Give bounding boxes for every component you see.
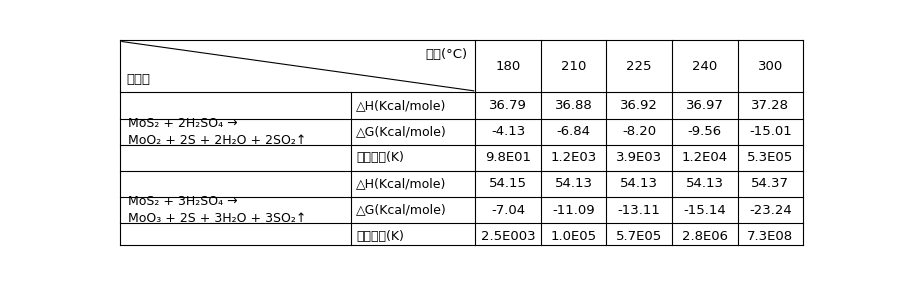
Text: 36.79: 36.79 (489, 99, 527, 112)
Text: 54.13: 54.13 (686, 177, 724, 190)
Text: 3.9E03: 3.9E03 (616, 151, 662, 164)
Text: 210: 210 (561, 60, 587, 73)
Text: -6.84: -6.84 (557, 125, 591, 138)
Text: 240: 240 (692, 60, 717, 73)
Text: -13.11: -13.11 (618, 204, 660, 217)
Text: △G(Kcal/mole): △G(Kcal/mole) (356, 125, 447, 138)
Text: 36.97: 36.97 (686, 99, 724, 112)
Text: MoO₂ + 2S + 2H₂O + 2SO₂↑: MoO₂ + 2S + 2H₂O + 2SO₂↑ (128, 134, 306, 147)
Text: -23.24: -23.24 (749, 204, 792, 217)
Text: -9.56: -9.56 (687, 125, 722, 138)
Text: 54.13: 54.13 (620, 177, 659, 190)
Text: 180: 180 (496, 60, 521, 73)
Text: MoS₂ + 3H₂SO₄ →: MoS₂ + 3H₂SO₄ → (128, 195, 238, 208)
Text: -8.20: -8.20 (623, 125, 656, 138)
Text: △H(Kcal/mole): △H(Kcal/mole) (356, 177, 446, 190)
Text: 54.13: 54.13 (555, 177, 593, 190)
Text: 1.0E05: 1.0E05 (551, 230, 596, 243)
Text: 36.92: 36.92 (620, 99, 658, 112)
Text: -7.04: -7.04 (491, 204, 525, 217)
Text: -11.09: -11.09 (552, 204, 595, 217)
Text: 5.3E05: 5.3E05 (747, 151, 794, 164)
Text: 반응식: 반응식 (126, 73, 150, 86)
Text: 2.5E003: 2.5E003 (481, 230, 535, 243)
Text: 2.8E06: 2.8E06 (682, 230, 728, 243)
Text: 7.3E08: 7.3E08 (747, 230, 794, 243)
Text: 온도(°C): 온도(°C) (425, 48, 468, 61)
Text: 1.2E03: 1.2E03 (551, 151, 596, 164)
Text: 225: 225 (626, 60, 652, 73)
Text: 평형상수(K): 평형상수(K) (356, 151, 404, 164)
Text: 1.2E04: 1.2E04 (682, 151, 728, 164)
Text: 평형상수(K): 평형상수(K) (356, 230, 404, 243)
Text: △G(Kcal/mole): △G(Kcal/mole) (356, 204, 447, 217)
Text: 9.8E01: 9.8E01 (485, 151, 531, 164)
Text: 300: 300 (758, 60, 783, 73)
Text: MoO₃ + 2S + 3H₂O + 3SO₂↑: MoO₃ + 2S + 3H₂O + 3SO₂↑ (128, 212, 306, 225)
Text: 36.88: 36.88 (555, 99, 593, 112)
Text: 54.37: 54.37 (751, 177, 789, 190)
Text: -15.14: -15.14 (684, 204, 726, 217)
Text: 5.7E05: 5.7E05 (616, 230, 662, 243)
Text: 37.28: 37.28 (751, 99, 789, 112)
Text: -4.13: -4.13 (491, 125, 525, 138)
Text: 54.15: 54.15 (489, 177, 527, 190)
Text: MoS₂ + 2H₂SO₄ →: MoS₂ + 2H₂SO₄ → (128, 117, 238, 130)
Text: △H(Kcal/mole): △H(Kcal/mole) (356, 99, 446, 112)
Text: -15.01: -15.01 (749, 125, 792, 138)
